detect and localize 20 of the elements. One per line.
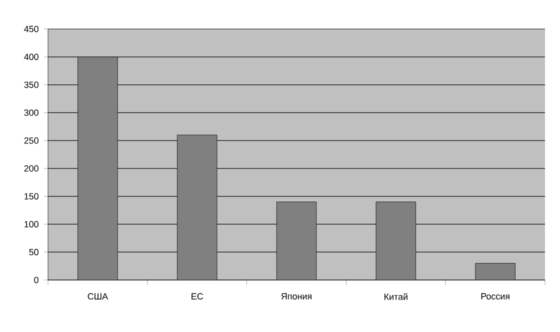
y-tick-label: 0 [34, 276, 38, 284]
y-tick-label: 400 [24, 54, 38, 60]
y-tick-label: 250 [24, 137, 38, 144]
bar [177, 134, 218, 280]
bar [376, 202, 416, 280]
bar [276, 202, 317, 280]
x-tick-label: Китай [384, 293, 408, 300]
bar [475, 263, 516, 280]
y-tick-label: 100 [24, 221, 38, 228]
bar [78, 56, 118, 280]
y-tick-label: 300 [24, 109, 38, 116]
x-tick-label: США [88, 293, 108, 300]
y-tick-label: 450 [24, 26, 38, 32]
x-tick-label: Россия [481, 293, 510, 300]
y-tick-label: 50 [29, 248, 38, 256]
x-tick-label: ЕС [192, 293, 203, 300]
y-tick-label: 350 [24, 82, 38, 88]
y-tick-label: 150 [24, 193, 38, 200]
y-tick-label: 200 [24, 165, 38, 172]
x-tick-label: Япония [281, 293, 312, 300]
